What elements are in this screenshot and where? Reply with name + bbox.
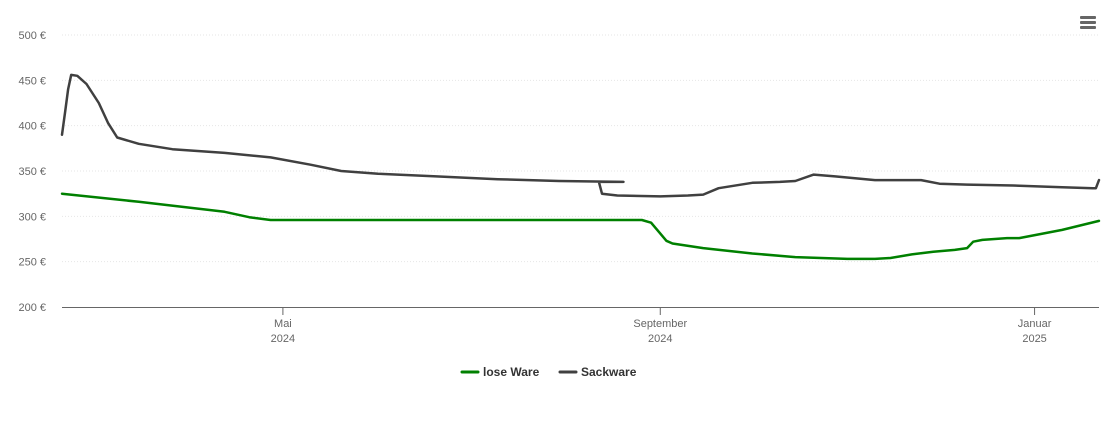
x-tick-label-month: Januar (1018, 318, 1052, 330)
y-tick-label: 450 € (18, 75, 46, 87)
x-tick-label-month: September (633, 318, 687, 330)
legend-item-lose-ware[interactable]: lose Ware (460, 365, 540, 379)
y-tick-label: 250 € (18, 257, 46, 269)
y-tick-label: 400 € (18, 121, 46, 133)
y-tick-label: 200 € (18, 302, 46, 314)
x-axis-ticks: Mai 2024 September 2024 Januar 2025 (271, 307, 1052, 345)
grid-layer (62, 34, 1099, 263)
x-tick-label-month: Mai (274, 318, 292, 330)
y-tick-label: 350 € (18, 166, 46, 178)
x-tick-label-year: 2025 (1022, 333, 1046, 345)
hamburger-menu-icon (1080, 16, 1096, 29)
x-tick-label-year: 2024 (271, 333, 295, 345)
y-axis-ticks: 200 € 250 € 300 € 350 € 400 € 450 € 500 € (18, 30, 46, 314)
legend-label: lose Ware (483, 365, 540, 379)
legend: lose Ware Sackware (460, 365, 637, 379)
y-tick-label: 500 € (18, 30, 46, 42)
x-tick-label-year: 2024 (648, 333, 672, 345)
legend-item-sackware[interactable]: Sackware (558, 365, 637, 379)
series-line-lose-ware[interactable] (60, 192, 1101, 261)
series-layer (60, 73, 1101, 261)
y-tick-label: 300 € (18, 211, 46, 223)
chart-menu-button[interactable] (1078, 14, 1098, 32)
legend-label: Sackware (581, 365, 637, 379)
series-line-sackware[interactable] (60, 73, 1101, 198)
